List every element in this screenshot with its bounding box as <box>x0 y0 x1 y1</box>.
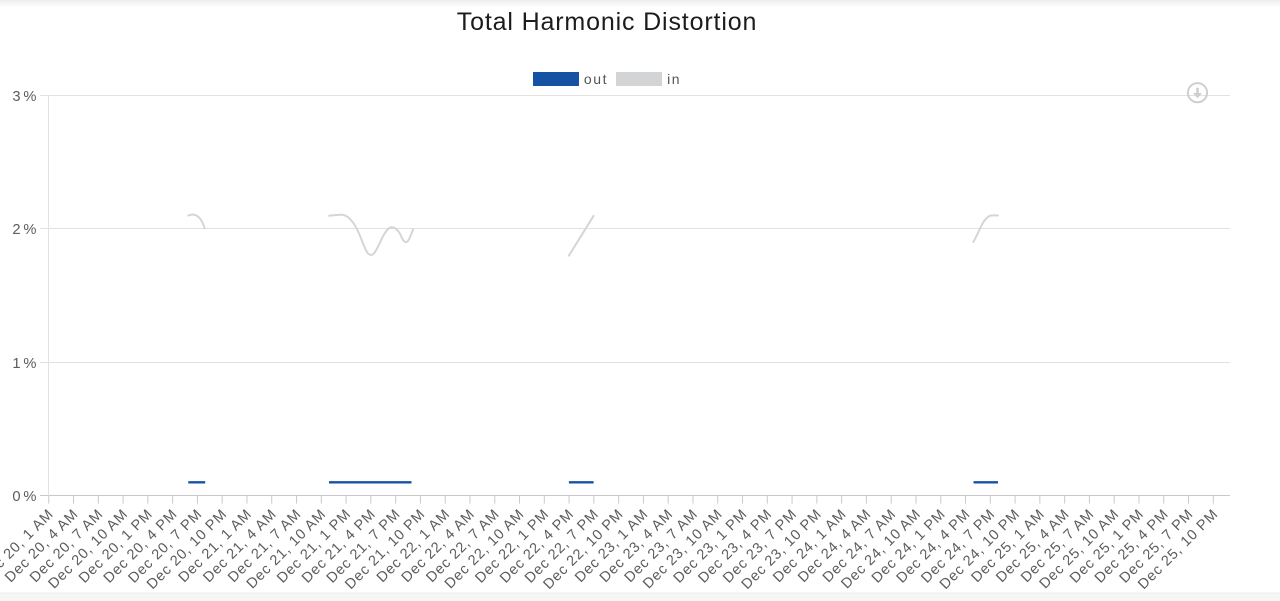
svg-text:3 %: 3 % <box>12 89 36 105</box>
svg-text:2 %: 2 % <box>12 222 36 238</box>
svg-text:1 %: 1 % <box>12 356 36 372</box>
svg-text:0 %: 0 % <box>12 489 36 505</box>
